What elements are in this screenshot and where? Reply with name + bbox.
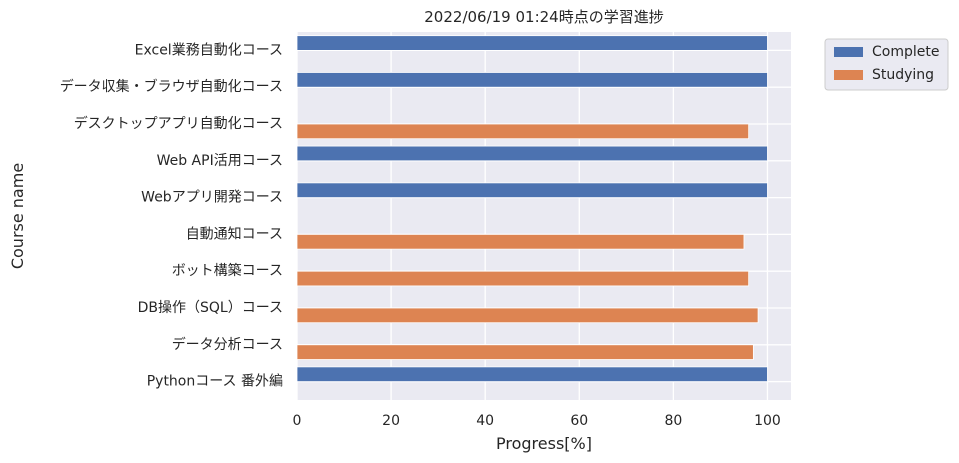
legend-swatch-studying <box>834 70 863 80</box>
legend: Complete Studying <box>824 38 949 91</box>
bar-complete <box>296 35 768 51</box>
legend-swatch-complete <box>834 47 863 57</box>
y-axis-label: Course name <box>8 163 27 269</box>
bars <box>296 35 768 383</box>
y-tick-labels: Excel業務自動化コースデータ収集・ブラウザ自動化コースデスクトップアプリ自動… <box>60 42 283 389</box>
x-tick-label: 0 <box>293 413 302 429</box>
bar-studying <box>296 344 754 360</box>
bar-studying <box>296 270 750 287</box>
legend-label-studying: Studying <box>872 67 934 83</box>
x-tick-label: 20 <box>382 413 400 429</box>
bar-complete <box>296 72 768 88</box>
x-axis-label: Progress[%] <box>496 434 592 453</box>
y-tick-label: 自動通知コース <box>186 225 283 242</box>
y-tick-label: デスクトップアプリ自動化コース <box>74 115 283 132</box>
bar-complete <box>296 145 768 162</box>
y-tick-label: DB操作（SQL）コース <box>138 300 283 316</box>
plot-area <box>297 32 791 400</box>
chart-title: 2022/06/19 01:24時点の学習進捗 <box>424 8 663 26</box>
legend-label-complete: Complete <box>872 44 939 60</box>
x-tick-labels: 0 20 40 60 80 100 <box>293 413 781 429</box>
y-tick-label: データ収集・ブラウザ自動化コース <box>60 78 283 95</box>
bar-complete <box>296 366 768 383</box>
y-tick-label: Pythonコース 番外編 <box>147 374 283 390</box>
y-tick-label: データ分析コース <box>172 336 283 353</box>
y-tick-label: Web API活用コース <box>157 153 283 169</box>
x-tick-label: 40 <box>476 413 494 429</box>
bar-studying <box>296 123 750 140</box>
x-tick-label: 60 <box>570 413 588 429</box>
y-tick-label: ボット構築コース <box>172 263 283 279</box>
y-tick-label: Excel業務自動化コース <box>135 42 283 58</box>
x-tick-label: 80 <box>664 413 682 429</box>
y-tick-label: Webアプリ開発コース <box>141 190 283 206</box>
bar-studying <box>296 307 759 324</box>
bar-complete <box>296 182 768 199</box>
bar-studying <box>296 233 745 250</box>
x-tick-label: 100 <box>754 413 781 429</box>
